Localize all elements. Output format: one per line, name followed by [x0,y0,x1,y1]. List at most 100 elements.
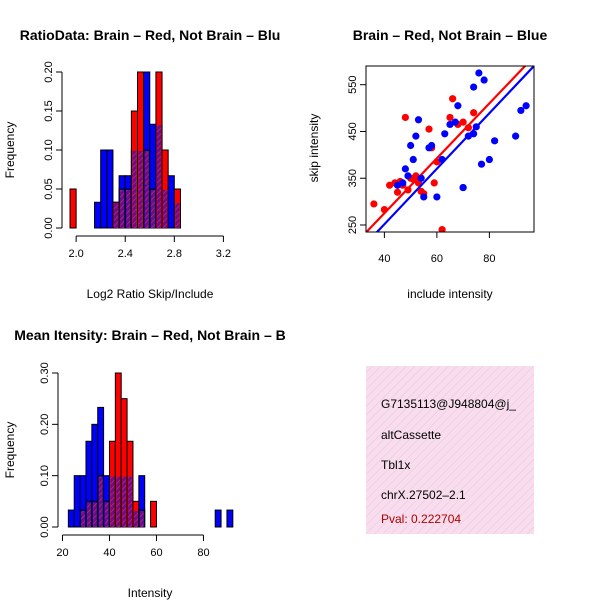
ratio-histogram-panel: RatioData: Brain – Red, Not Brain – Blu … [3,27,280,301]
intensity-bar-overlap-5 [98,476,103,527]
ratio-bar-overlap-14 [156,125,162,228]
intensity-bar-notbrain-25 [214,509,222,528]
scatter-point-red-21 [449,95,457,103]
ratio-x-tick-label-3: 3.2 [216,248,231,260]
ratio-bar-overlap-17 [175,203,180,228]
scatter-point-red-0 [370,200,378,208]
ratio-bar-notbrain-16 [167,175,175,229]
scatter-y-tick-label-1: 350 [347,169,359,187]
intensity-x-tick-label-1: 40 [103,547,115,559]
ratio-bar-overlap-7 [113,203,119,228]
scatter-point-blue-2 [401,165,409,173]
scatter-point-blue-14 [441,130,449,138]
ratio-x-tick-label-0: 2.0 [68,248,83,260]
intensity-bar-overlap-3 [86,502,91,527]
intensity-x-tick-label-0: 20 [56,547,68,559]
intensity-bar-overlap-11 [133,511,138,527]
intensity-y-tick-label-3: 0.30 [39,362,51,383]
scatter-point-red-19 [438,226,446,232]
scatter-point-blue-9 [420,193,428,201]
scatter-point-red-23 [459,118,467,126]
ratio-bar-notbrain-6 [106,149,114,229]
ratio-y-tick-label-2: 0.10 [43,139,55,160]
scatter-point-red-15 [425,125,433,133]
info-box-background [366,366,534,534]
event-info-panel: G7135113@J948804@j_ altCassette Tbl1x ch… [366,366,534,534]
ratio-y-tick-label-1: 0.05 [43,178,55,199]
scatter-point-blue-22 [475,69,483,77]
event-type-text: altCassette [381,428,441,442]
genomic-location-text: chrX.27502–2.1 [381,488,466,502]
ratio-y-tick-label-4: 0.20 [43,61,55,82]
scatter-axes: 40 60 80 250 350 450 550 [347,76,496,265]
intensity-bar-overlap-8 [116,476,121,527]
ratio-axes: 0.00 0.05 0.10 0.15 0.20 2.0 2.4 2.8 3.2 [43,61,231,260]
scatter-point-blue-24 [480,76,488,84]
scatter-plot-frame [365,65,535,233]
scatter-point-blue-3 [404,172,412,180]
intensity-bar-overlap-2 [81,511,85,527]
scatter-point-blue-7 [414,116,423,124]
intensity-y-tick-label-1: 0.10 [39,465,51,486]
scatter-x-tick-label-0: 40 [378,253,390,265]
scatter-point-red-7 [401,113,409,122]
scatter-y-tick-label-2: 450 [347,122,359,140]
scatter-content [366,66,534,232]
intensity-bar-brain-14 [150,500,157,528]
ratio-bar-overlap-10 [132,151,137,228]
ratio-bar-brain-0 [69,188,77,229]
ratio-y-axis-label: Frequency [3,122,17,179]
intensity-bar-notbrain-0 [67,509,75,528]
scatter-chart-title: Brain – Red, Not Brain – Blue [353,27,548,43]
intensity-bar-overlap-7 [110,476,115,527]
scatter-x-tick-label-1: 60 [431,253,443,265]
scatter-x-tick-label-2: 80 [483,253,495,265]
ratio-y-tick-label-3: 0.15 [43,100,55,121]
scatter-point-blue-6 [412,132,420,140]
scatter-point-blue-4 [407,141,415,150]
intensity-axes: 0.00 0.10 0.20 0.30 20 40 60 80 [39,362,210,559]
ratio-bars [69,71,181,229]
scatter-point-blue-1 [399,179,407,187]
ratio-bar-notbrain-5 [100,149,108,229]
intensity-bar-overlap-12 [139,511,144,527]
intensity-y-tick-label-2: 0.20 [39,414,51,435]
regression-line-red [366,66,527,232]
scatter-y-tick-label-0: 250 [347,216,359,234]
scatter-point-blue-28 [517,106,525,115]
ratio-bar-overlap-11 [138,151,143,228]
scatter-point-blue-20 [470,83,478,91]
intensity-bar-overlap-10 [128,476,132,527]
ratio-x-tick-label-2: 2.8 [167,248,182,260]
scatter-x-axis-label: include intensity [407,287,492,301]
scatter-point-blue-12 [433,193,441,201]
intensity-bar-overlap-6 [104,502,109,527]
scatter-y-tick-label-3: 550 [347,76,359,94]
scatter-point-blue-25 [485,155,493,164]
intensity-x-tick-label-2: 60 [150,547,162,559]
ratio-bar-overlap-15 [163,190,168,228]
ratio-bar-notbrain-4 [94,201,102,229]
scatter-point-blue-11 [428,141,436,150]
scatter-y-axis-label: skip intensity [307,114,321,183]
intensity-y-axis-label: Frequency [3,422,17,479]
intensity-x-axis-label: Intensity [128,586,173,600]
scatter-point-blue-8 [417,174,425,182]
intensity-chart-title: Mean Itensity: Brain – Red, Not Brain – … [14,327,286,343]
scatter-point-blue-16 [451,118,459,126]
ratio-chart-title: RatioData: Brain – Red, Not Brain – Blu [20,27,281,43]
scatter-point-red-4 [393,188,402,196]
intensity-bar-notbrain-27 [226,509,234,528]
event-id-text: G7135113@J948804@j_ [381,397,516,411]
scatter-point-blue-29 [522,102,530,110]
gene-name-text: Tbl1x [381,458,410,472]
intensity-bar-overlap-9 [122,476,127,527]
scatter-point-blue-5 [409,155,417,164]
scatter-point-blue-30 [459,183,467,192]
scatter-point-red-20 [446,113,454,122]
intensity-histogram-panel: Mean Itensity: Brain – Red, Not Brain – … [3,327,286,600]
scatter-clipped-area [366,66,534,232]
scatter-point-blue-17 [454,102,462,110]
intensity-y-tick-label-0: 0.00 [39,516,51,537]
ratio-y-tick-label-0: 0.00 [43,217,55,238]
